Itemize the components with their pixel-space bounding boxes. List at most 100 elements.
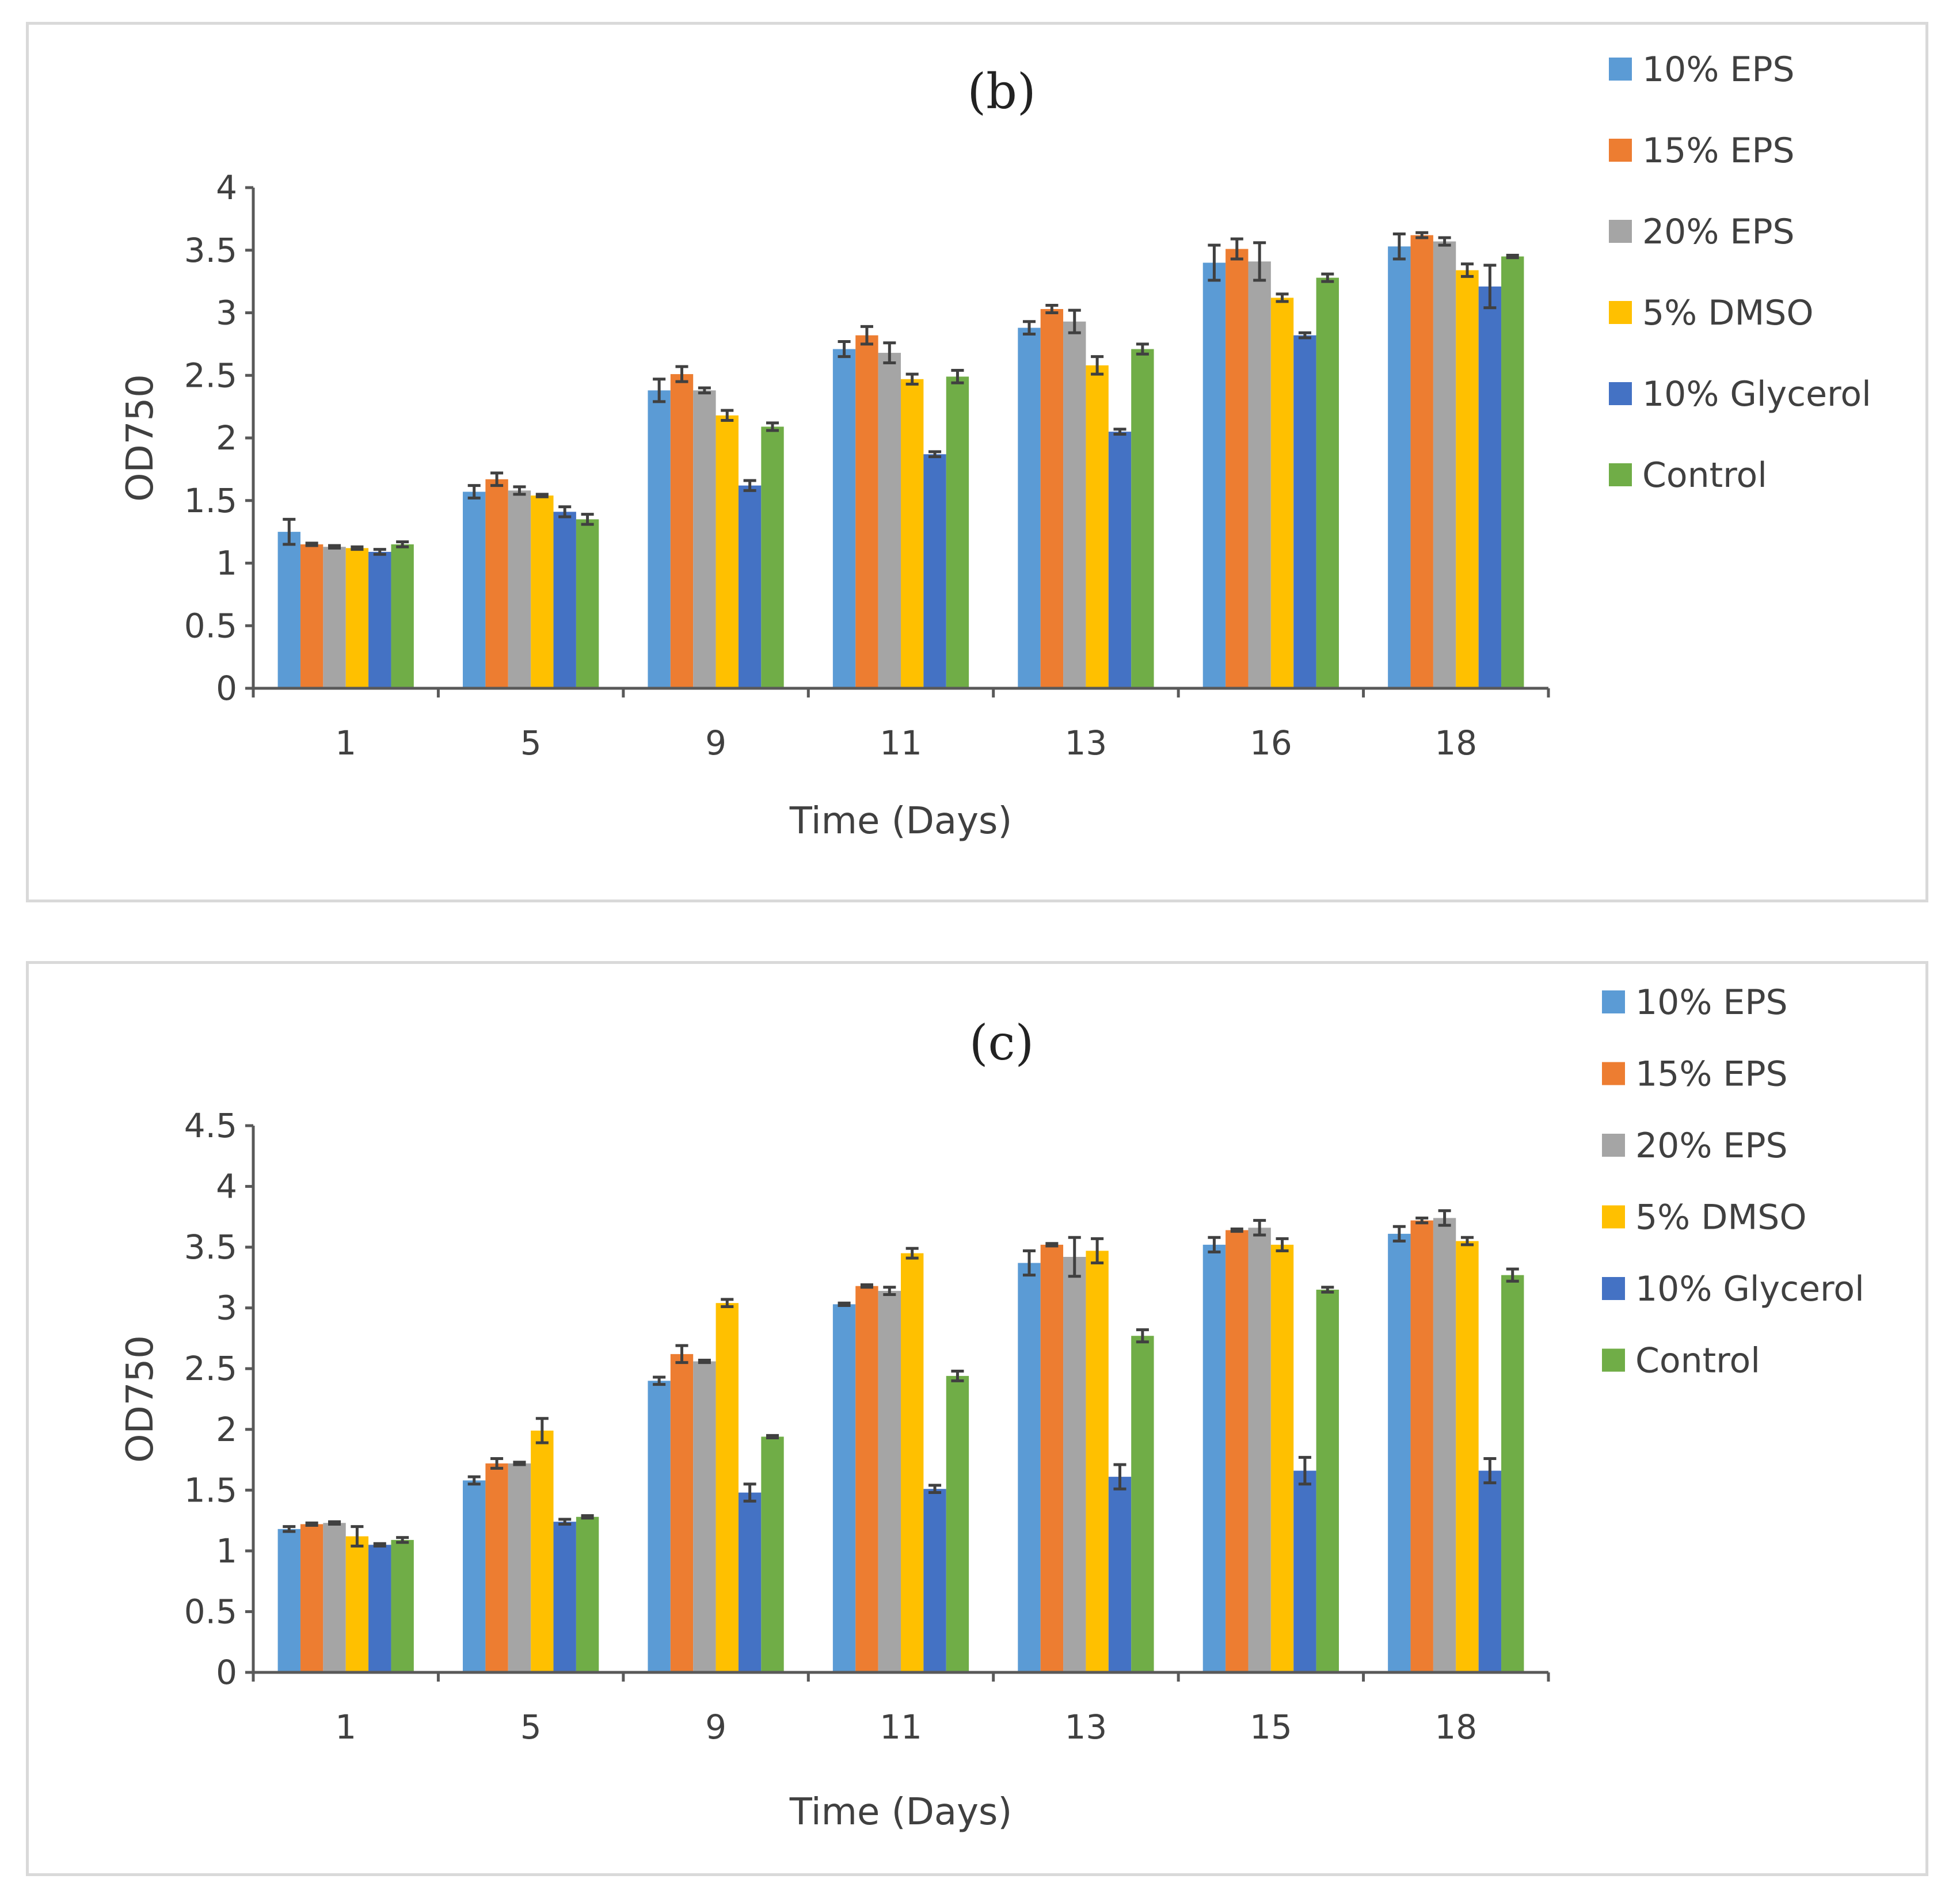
bar-b-15-eps-day-11 (855, 335, 878, 688)
error-bar-c-10-glycerol-day-5 (558, 1518, 572, 1526)
error-bar-b-15-eps-day-9 (675, 365, 688, 383)
legend-label-c-4: 10% Glycerol (1635, 1269, 1864, 1309)
legend-swatch-c-1 (1602, 1062, 1625, 1085)
error-bar-c-5-dmso-day-11 (905, 1247, 919, 1260)
bar-b-20-eps-day-5 (508, 490, 531, 688)
bar-c-control-day-1 (391, 1539, 414, 1672)
error-bar-b-10-glycerol-day-13 (1113, 428, 1126, 436)
error-bar-c-20-eps-day-13 (1068, 1236, 1081, 1278)
bar-b-20-eps-day-1 (323, 547, 346, 688)
error-bar-b-10-glycerol-day-1 (373, 548, 386, 556)
error-bar-b-control-day-13 (1136, 342, 1149, 356)
error-bar-b-control-day-9 (766, 421, 779, 432)
bar-c-control-day-18 (1501, 1275, 1524, 1672)
legend-swatch-b-5 (1609, 463, 1632, 486)
bar-b-10-glycerol-day-13 (1108, 432, 1132, 688)
bar-b-5-dmso-day-11 (901, 379, 924, 688)
error-bar-b-10-glycerol-day-18 (1483, 264, 1497, 310)
error-bar-b-5-dmso-day-13 (1091, 355, 1104, 376)
error-bar-b-10-glycerol-day-16 (1298, 331, 1311, 340)
error-bar-c-5-dmso-day-5 (535, 1417, 549, 1444)
bar-c-10-eps-day-11 (832, 1304, 856, 1672)
error-bar-c-10-eps-day-1 (283, 1525, 296, 1533)
bar-b-20-eps-day-16 (1248, 261, 1271, 688)
error-bar-c-5-dmso-day-18 (1460, 1236, 1474, 1247)
bar-c-10-eps-day-1 (277, 1529, 300, 1672)
error-bar-c-15-eps-day-9 (675, 1344, 688, 1364)
legend-label-b-3: 5% DMSO (1642, 293, 1814, 333)
error-bar-c-15-eps-day-15 (1230, 1227, 1243, 1233)
bar-c-15-eps-day-9 (670, 1354, 694, 1672)
y-tick-label-c: 3 (216, 1289, 237, 1328)
error-bar-c-10-glycerol-day-11 (928, 1484, 942, 1495)
error-bar-c-5-dmso-day-13 (1091, 1237, 1104, 1265)
error-bar-c-10-eps-day-13 (1022, 1249, 1036, 1277)
bar-c-15-eps-day-18 (1410, 1220, 1433, 1672)
x-tick-label-b: 1 (335, 723, 356, 763)
error-bar-c-control-day-9 (766, 1434, 779, 1440)
bar-c-15-eps-day-11 (855, 1286, 878, 1672)
bar-b-10-glycerol-day-1 (368, 551, 391, 688)
error-bar-b-10-glycerol-day-5 (558, 505, 572, 519)
error-bar-b-control-day-1 (396, 540, 409, 548)
y-tick-label-b: 2 (216, 418, 237, 458)
error-bar-b-10-eps-day-11 (838, 340, 851, 359)
legend-swatch-b-2 (1609, 220, 1632, 243)
error-bar-b-5-dmso-day-16 (1276, 292, 1289, 303)
bar-c-control-day-9 (761, 1436, 784, 1672)
error-bar-b-15-eps-day-5 (490, 471, 504, 487)
x-tick-label-b: 13 (1065, 723, 1108, 763)
x-axis-title-c: Time (Days) (789, 1791, 1013, 1834)
error-bar-b-5-dmso-day-11 (905, 372, 919, 386)
error-bar-c-10-eps-day-15 (1208, 1236, 1221, 1254)
legend-label-b-4: 10% Glycerol (1642, 374, 1871, 414)
y-tick-label-b: 3.5 (184, 231, 237, 270)
legend-label-c-5: Control (1635, 1341, 1760, 1381)
error-bar-c-20-eps-day-15 (1253, 1219, 1266, 1237)
error-bar-b-20-eps-day-5 (513, 485, 526, 496)
x-tick-label-c: 1 (335, 1707, 356, 1747)
bar-b-10-eps-day-9 (648, 390, 671, 688)
x-tick-label-b: 16 (1250, 723, 1292, 763)
error-bar-c-20-eps-day-1 (328, 1520, 341, 1526)
bar-c-5-dmso-day-5 (531, 1430, 554, 1672)
error-bar-b-20-eps-day-9 (698, 386, 711, 395)
error-bar-b-5-dmso-day-5 (535, 493, 549, 498)
error-bar-b-10-eps-day-9 (653, 378, 666, 403)
bar-b-5-dmso-day-9 (716, 415, 739, 688)
error-bar-c-10-glycerol-day-9 (743, 1482, 756, 1503)
bar-c-5-dmso-day-15 (1270, 1244, 1294, 1672)
error-bar-c-control-day-5 (581, 1514, 594, 1520)
bar-b-15-eps-day-1 (300, 544, 324, 688)
bar-c-control-day-5 (576, 1516, 599, 1672)
bar-b-control-day-1 (391, 544, 414, 688)
error-bar-c-5-dmso-day-15 (1276, 1237, 1289, 1252)
bar-c-15-eps-day-5 (485, 1463, 508, 1672)
error-bar-b-5-dmso-day-9 (721, 409, 734, 422)
error-bar-b-10-glycerol-day-11 (928, 450, 942, 459)
error-bar-b-5-dmso-day-18 (1460, 262, 1474, 278)
y-tick-label-c: 1.5 (184, 1470, 237, 1510)
bar-c-10-glycerol-day-9 (738, 1492, 762, 1672)
error-bar-b-control-day-18 (1506, 253, 1519, 260)
error-bar-c-15-eps-day-13 (1045, 1242, 1059, 1248)
error-bar-b-15-eps-day-16 (1230, 237, 1243, 261)
error-bar-b-control-day-5 (581, 513, 594, 526)
bar-c-10-eps-day-15 (1202, 1244, 1226, 1672)
error-bar-c-15-eps-day-11 (860, 1283, 873, 1289)
error-bar-c-5-dmso-day-9 (721, 1298, 734, 1309)
bar-b-15-eps-day-9 (670, 374, 694, 688)
y-tick-label-b: 0 (216, 669, 237, 708)
x-tick-label-b: 18 (1434, 723, 1477, 763)
bar-b-20-eps-day-18 (1433, 241, 1456, 688)
chart-panel-b: (b) 0 0.5 1 1.5 2 2.5 3 3.5 4 1 5 9 11 13 16 18 Time (Day… (26, 22, 1928, 902)
bar-c-20-eps-day-9 (693, 1361, 716, 1672)
bar-b-control-day-11 (946, 376, 969, 688)
y-tick-label-b: 4 (216, 168, 237, 207)
error-bar-b-15-eps-day-18 (1415, 231, 1429, 239)
bar-b-control-day-13 (1131, 349, 1154, 688)
error-bar-b-20-eps-day-11 (883, 341, 896, 364)
x-tick-label-c: 13 (1065, 1707, 1108, 1747)
error-bar-b-15-eps-day-1 (305, 542, 318, 547)
